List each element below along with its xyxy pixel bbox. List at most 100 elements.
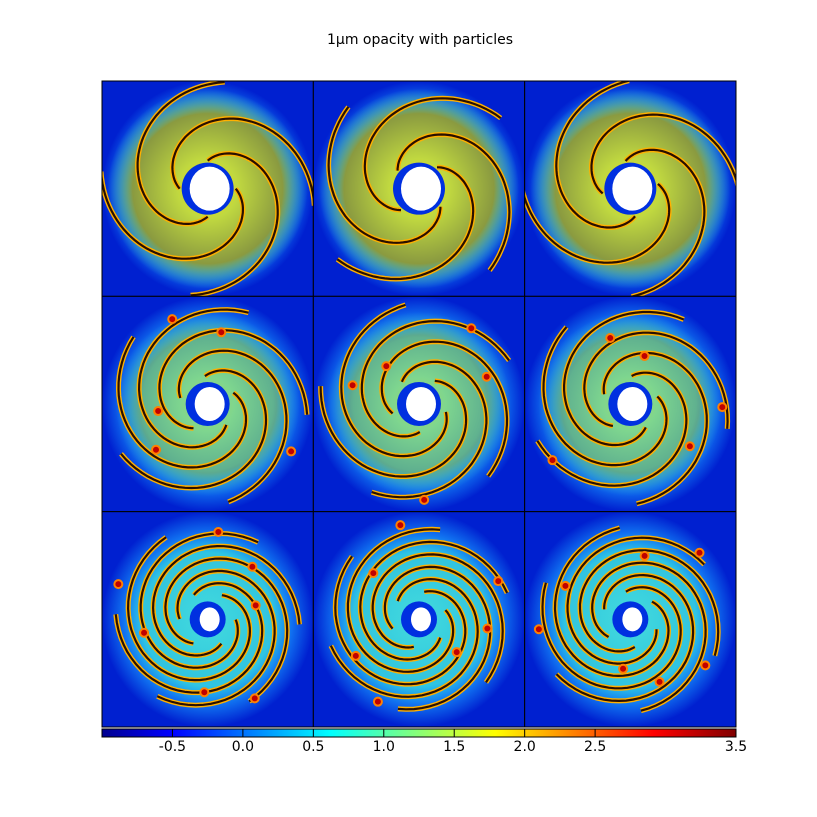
inner-hole	[401, 166, 441, 211]
colorbar-tick-label: 0.0	[232, 739, 254, 755]
colorbar-tick-label: -0.5	[159, 739, 186, 755]
clump	[482, 623, 493, 634]
clump	[639, 550, 650, 561]
spiral-arm	[536, 371, 688, 487]
clump	[139, 627, 150, 638]
figure-title: 1μm opacity with particles	[327, 32, 513, 48]
inner-hole	[406, 387, 436, 421]
clump	[368, 568, 379, 579]
panel	[524, 81, 737, 297]
spiral-arm	[542, 326, 668, 467]
panel	[524, 511, 736, 727]
panel	[102, 81, 314, 297]
spiral-arm	[524, 183, 671, 264]
inner-hole	[622, 607, 643, 632]
panel	[313, 296, 525, 512]
spiral-arm	[396, 133, 511, 272]
spiral-arm	[363, 97, 502, 212]
spiral-arm	[563, 310, 685, 447]
clump	[694, 547, 705, 558]
spiral-arm	[158, 329, 309, 430]
clump	[167, 314, 178, 325]
clump	[684, 441, 695, 452]
panel	[313, 81, 525, 297]
panel	[102, 511, 314, 727]
clump	[216, 327, 227, 338]
clump	[286, 446, 297, 457]
spiral-arm	[139, 532, 259, 669]
spiral-arm	[346, 528, 455, 673]
inner-hole	[189, 166, 230, 211]
spiral-arm	[583, 331, 729, 429]
inner-hole	[612, 166, 653, 211]
spiral-arm	[329, 577, 479, 698]
colorbar-tick-label: 1.0	[373, 739, 395, 755]
clump	[639, 351, 650, 362]
spiral-arm	[371, 553, 504, 683]
clump	[717, 402, 728, 413]
clump	[700, 660, 711, 671]
clump	[350, 650, 361, 661]
clump	[213, 526, 224, 537]
spiral-arm	[371, 360, 488, 499]
spiral-arm	[359, 540, 509, 661]
spiral-arm	[102, 171, 244, 260]
spiral-arm	[590, 113, 737, 195]
spiral-arm	[380, 340, 509, 477]
clump	[481, 371, 492, 382]
spiral-arm	[336, 166, 475, 281]
spiral-arm	[340, 303, 448, 458]
spiral-arm	[555, 81, 636, 229]
colorbar	[102, 729, 736, 737]
inner-hole	[411, 607, 431, 632]
colorbar-tick-label: 2.0	[514, 739, 536, 755]
spiral-arm	[555, 573, 695, 703]
colorbar-axis: -0.5 0.0 0.5 1.0 1.5 2.0 2.5 3.5	[101, 728, 747, 755]
spiral-arm	[334, 555, 467, 686]
spiral-arm	[360, 319, 510, 438]
clump	[372, 696, 383, 707]
spiral-arm	[151, 544, 301, 657]
spiral-arm	[327, 106, 442, 244]
spiral-arm	[171, 117, 314, 206]
clump	[493, 576, 504, 587]
colorbar-tick-label: 3.5	[725, 739, 747, 755]
clump	[151, 444, 162, 455]
clump	[153, 406, 164, 417]
spiral-arm	[190, 152, 279, 297]
clump	[533, 624, 544, 635]
panel	[313, 511, 525, 727]
clump	[250, 600, 261, 611]
spiral-arm	[156, 569, 276, 707]
spiral-arm	[319, 379, 468, 478]
clump	[654, 676, 665, 687]
panel	[524, 296, 736, 512]
spiral-arm	[120, 369, 268, 490]
spiral-arm	[117, 336, 248, 469]
spiral-arm	[541, 582, 682, 690]
colorbar-tick-label: 0.5	[302, 739, 324, 755]
clump	[466, 323, 477, 334]
inner-hole	[194, 387, 225, 421]
clump	[618, 663, 629, 674]
clump	[113, 579, 124, 590]
inner-hole	[199, 607, 220, 632]
spiral-arm	[137, 308, 249, 449]
panel-frame	[524, 511, 737, 728]
clump	[560, 580, 571, 591]
spiral-arm	[383, 565, 492, 711]
inner-hole	[617, 387, 648, 421]
clump	[247, 561, 258, 572]
spiral-arm	[136, 81, 225, 225]
spiral-arm	[566, 536, 705, 665]
clump	[381, 361, 392, 372]
spiral-arm	[177, 349, 288, 503]
spiral-arm	[591, 561, 707, 712]
clump	[249, 693, 260, 704]
clump	[547, 455, 558, 466]
clump	[419, 494, 430, 505]
clump	[395, 520, 406, 531]
spiral-arm	[553, 526, 670, 678]
clump	[605, 332, 616, 343]
